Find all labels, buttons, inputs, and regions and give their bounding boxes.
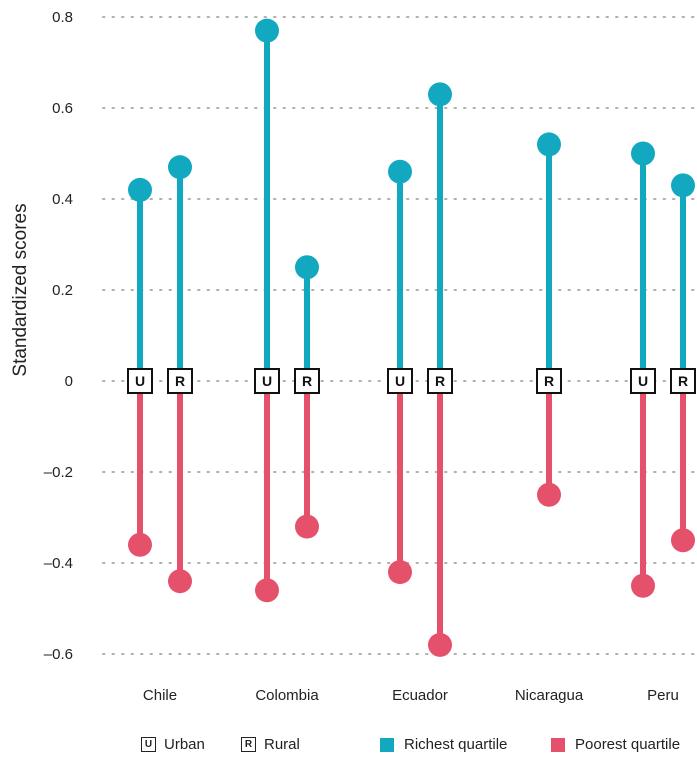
category-label: Chile [143, 687, 177, 704]
legend-richest: Richest quartile [380, 736, 507, 753]
richest-point [537, 132, 561, 157]
poorest-point [168, 569, 192, 594]
richest-point [671, 173, 695, 198]
urban-icon: U [141, 737, 156, 752]
y-tick-label: 0.2 [52, 282, 73, 299]
y-tick-label: 0.8 [52, 9, 73, 26]
rural-marker: R [167, 368, 193, 394]
poorest-point [255, 578, 279, 603]
rural-marker: R [536, 368, 562, 394]
y-tick-label: –0.4 [44, 555, 73, 572]
category-label: Colombia [255, 687, 319, 704]
poorest-point [537, 482, 561, 507]
legend-rural-label: Rural [264, 736, 300, 753]
category-label: Peru [647, 687, 679, 704]
legend-richest-label: Richest quartile [404, 736, 508, 753]
urban-marker: U [127, 368, 153, 394]
svg-text:U: U [638, 373, 648, 389]
stem-layer [137, 30, 686, 645]
urban-marker: U [630, 368, 656, 394]
y-tick-label: 0.4 [52, 191, 73, 208]
svg-text:U: U [262, 373, 272, 389]
legend-poorest: Poorest quartile [551, 736, 680, 753]
poorest-point [631, 573, 655, 598]
y-axis-label: Standardized scores [10, 203, 31, 376]
poorest-point [428, 632, 452, 657]
richest-point [388, 159, 412, 184]
category-label-layer: Chile Colombia Ecuador Nicaragua Peru [143, 687, 679, 704]
legend: U Urban R Rural Richest quartile Poorest… [0, 736, 697, 760]
dot-layer [128, 18, 695, 657]
rural-marker: R [427, 368, 453, 394]
svg-text:U: U [395, 373, 405, 389]
y-tick-label: –0.2 [44, 464, 73, 481]
poorest-point [388, 560, 412, 585]
richest-point [168, 155, 192, 180]
category-label: Ecuador [392, 687, 448, 704]
svg-text:R: R [435, 373, 445, 389]
svg-text:R: R [302, 373, 312, 389]
richest-point [428, 82, 452, 107]
richest-point [631, 141, 655, 166]
dumbbell-chart: Standardized scores 0.8 0.6 0.4 0.2 0 –0.2 –0.… [10, 9, 697, 704]
richest-point [295, 255, 319, 280]
svg-text:R: R [175, 373, 185, 389]
svg-text:R: R [544, 373, 554, 389]
richest-point [255, 18, 279, 43]
rural-icon: R [241, 737, 256, 752]
poorest-point [671, 528, 695, 553]
urban-marker: U [387, 368, 413, 394]
richest-point [128, 177, 152, 202]
poorest-point [295, 514, 319, 539]
urban-marker: U [254, 368, 280, 394]
legend-urban-label: Urban [164, 736, 205, 753]
svg-text:U: U [135, 373, 145, 389]
poorest-point [128, 532, 152, 557]
rural-marker: R [670, 368, 696, 394]
richest-swatch [380, 737, 394, 752]
y-tick-label: –0.6 [44, 646, 73, 663]
legend-urban: U Urban [141, 736, 205, 753]
svg-text:R: R [678, 373, 688, 389]
y-tick-label: 0.6 [52, 100, 73, 117]
poorest-swatch [551, 737, 565, 752]
legend-poorest-label: Poorest quartile [575, 736, 681, 753]
legend-rural: R Rural [241, 736, 300, 753]
y-tick-label: 0 [65, 373, 73, 390]
category-label: Nicaragua [515, 687, 584, 704]
rural-marker: R [294, 368, 320, 394]
